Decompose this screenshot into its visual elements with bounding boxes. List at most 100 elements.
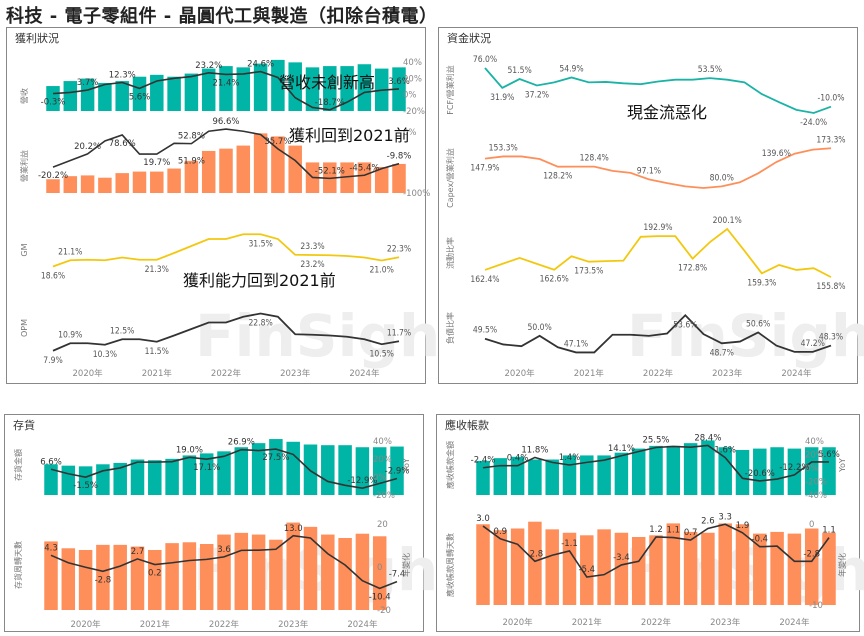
data-label: 54.9%: [559, 64, 583, 74]
data-label: 17.1%: [193, 463, 220, 473]
annotation-text: 獲利回到2021前: [289, 126, 410, 145]
operating_profit-bar: [288, 145, 302, 193]
data-label: 97.1%: [637, 166, 661, 176]
y2-tick-label: -20: [377, 606, 391, 616]
data-label: 31.5%: [248, 239, 272, 249]
operating_profit-bar: [184, 160, 199, 193]
data-label: 1.1: [667, 526, 681, 536]
receivable_days-bar: [649, 535, 663, 605]
revenue-bar: [305, 67, 320, 111]
data-label: 1.2: [649, 525, 663, 535]
x-tick-label: 2024年: [349, 368, 380, 379]
y-axis-label: 應收帳款金額: [445, 441, 455, 489]
panel-title-profit: 獲利狀況: [15, 32, 59, 45]
data-label: 3.6: [217, 545, 231, 555]
inventory_amount-bar: [217, 451, 231, 495]
data-label: 173.3%: [816, 135, 845, 145]
data-label: 19.0%: [176, 445, 203, 455]
receivable_amount-bar: [631, 448, 646, 495]
inventory_days-bar: [113, 544, 127, 610]
receivable_days-bar: [545, 529, 559, 605]
x-tick-label: 2020年: [503, 617, 534, 628]
inventory_amount-bar: [286, 441, 300, 495]
receivable_days-bar: [735, 524, 750, 605]
data-label: 53.5%: [698, 65, 722, 75]
data-label: 172.8%: [678, 264, 707, 274]
data-label: -3.4: [613, 553, 630, 563]
data-label: -2.8: [527, 549, 544, 559]
inventory_amount-bar: [165, 458, 179, 495]
receivable_amount-bar: [614, 452, 629, 495]
inventory_days-bar: [217, 534, 231, 610]
data-label: 48.3%: [819, 333, 843, 343]
inventory_amount-bar: [44, 464, 58, 495]
data-label: 200.1%: [713, 216, 742, 226]
data-label: 23.2%: [300, 260, 324, 270]
data-label: 153.3%: [489, 143, 518, 153]
operating_profit-bar: [219, 148, 233, 193]
y-axis-label: YoY: [838, 458, 847, 473]
data-label: 12.5%: [110, 326, 134, 336]
operating_profit-bar: [340, 162, 354, 193]
data-label: 3.7%: [77, 78, 99, 88]
cash-charts: FinSight 76.0% 31.9% 51.5% 37.2% 54.9% 53.5% -2…: [445, 55, 864, 379]
data-label: -1.5%: [73, 481, 98, 491]
inventory_amount-bar: [338, 445, 352, 495]
inventory_days-bar: [199, 544, 214, 610]
inventory_amount-bar: [269, 439, 283, 495]
data-label: -10.4: [369, 592, 391, 602]
y2-tick-label: 20%: [805, 451, 824, 461]
data-label: 139.6%: [762, 149, 791, 159]
y2-tick-label: 0%: [403, 128, 417, 138]
receivable_amount-bar: [718, 447, 732, 495]
data-label: 47.2%: [801, 339, 825, 349]
y-axis-label: 年變化: [401, 553, 411, 577]
receivable_amount-bar: [545, 459, 559, 495]
revenue-bar: [167, 76, 181, 111]
receivable_days-bar: [753, 533, 767, 605]
y2-tick-label: 20: [377, 520, 388, 530]
receivable_amount-bar: [476, 460, 490, 495]
data-label: 78.6%: [109, 139, 136, 149]
receivable_amount-bar: [597, 455, 611, 495]
inventory_days-bar: [130, 546, 145, 610]
revenue-bar: [80, 78, 95, 111]
data-label: 1.9: [736, 521, 750, 531]
receivable_amount-bar: [683, 443, 698, 495]
y2-tick-label: 0%: [373, 473, 387, 483]
data-label: 37.2%: [525, 90, 549, 100]
annotation-text: 獲利能力回到2021前: [183, 271, 336, 290]
receivable_days-bar: [493, 530, 508, 605]
operating_profit-bar: [150, 171, 164, 193]
data-label: -0.4: [752, 535, 769, 545]
y2-tick-label: -20%: [373, 491, 395, 501]
operating_profit-bar: [98, 177, 112, 193]
data-label: -1.1: [561, 539, 578, 549]
data-label: 4.3: [44, 543, 58, 553]
receivable_days-bar: [701, 532, 715, 605]
receivable_amount-bar: [701, 440, 715, 495]
inventory_amount-bar: [355, 447, 370, 495]
inventory_days-bar: [148, 550, 162, 610]
inventory_days-line: [50, 534, 398, 590]
operating_profit-bar: [46, 179, 60, 193]
data-label: 31.9%: [490, 93, 514, 103]
opm-line: [52, 312, 400, 352]
data-label: 21.3%: [145, 265, 169, 275]
receivable_days-bar: [804, 528, 819, 605]
y2-tick-label: 0%: [805, 464, 819, 474]
data-label: 21.1%: [58, 247, 82, 257]
receivable_amount-bar: [649, 445, 663, 495]
inventory_days-bar: [61, 548, 76, 610]
x-tick-label: 2023年: [710, 617, 741, 628]
inventory_amount-bar: [234, 447, 249, 495]
inventory_amount-bar: [321, 445, 335, 495]
revenue-bar: [357, 64, 372, 111]
inventory_days-bar: [303, 526, 318, 610]
operating_profit-bar: [357, 162, 372, 193]
data-label: 25.5%: [642, 436, 669, 446]
x-tick-label: 2024年: [347, 619, 378, 630]
operating_profit-bar: [115, 173, 129, 193]
inventory_days-bar: [372, 536, 387, 610]
y-axis-label: OPM: [20, 319, 29, 337]
